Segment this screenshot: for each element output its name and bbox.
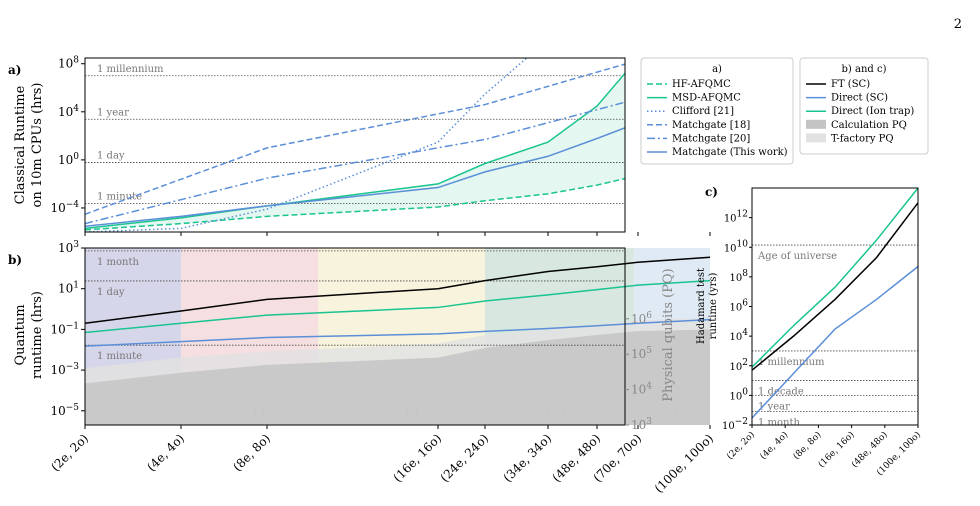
x-tick-label: (8e, 8o) [230,431,273,474]
x-tick-label: (34e, 34o) [500,431,554,485]
y-tick-label: 10−1 [50,321,79,336]
y-tick-label: 10−2 [722,417,748,432]
legend-label: Matchgate (This work) [672,147,788,158]
legend-label: Calculation PQ [831,120,907,131]
legend-label: FT (SC) [831,79,870,90]
x-tick-label: (24e, 24o) [437,431,491,485]
x-tick-label: (4e, 4o) [144,431,187,474]
series-line [85,63,625,215]
legend-box [640,57,794,165]
series-line [84,279,711,334]
panel-a: 1 millennium 1 year 1 day 1 minute 108 104 100… [8,56,711,236]
y-tick-label: 104 [58,104,79,119]
calculation-pq-area [85,329,710,425]
y-tick-label: 10−5 [50,403,79,418]
reference-label: 1 millennium [758,357,825,368]
y-tick-label: 10−3 [50,362,79,377]
reference-label: 1 minute [97,192,142,203]
y-tick-label: 101 [58,281,79,296]
x-tick-label: (8e, 8o) [791,429,823,461]
y-tick-label: 102 [730,358,748,373]
reference-label: 1 year [97,107,129,118]
legend-box [799,57,929,155]
y-tick-label: 103 [58,240,79,255]
axes-frame [84,57,626,233]
y-axis-label: runtime (hrs) [30,291,45,379]
y-tick-label: 10−4 [50,200,79,215]
legends: a) HF-AFQMC MSD-AFQMC Clifford [21] Matchgat… [640,57,929,165]
legend-label: T-factory PQ [831,133,894,144]
series-line [752,188,918,368]
panel-c: Age of universe 1 millennium 1 decade 1 yea… [696,185,923,478]
x-tick-label: (2e, 2o) [725,429,757,461]
x-tick-label: (4e, 4o) [758,429,790,461]
reference-label: 1 decade [758,387,804,398]
y-tick-label: 104 [730,328,749,343]
legend-label: Direct (SC) [831,93,888,104]
right-y-axis-label: Physical qubits (PQ) [661,268,676,401]
legend-label: MSD-AFQMC [672,93,741,104]
series-line [84,256,711,325]
reference-label: 1 millennium [97,64,164,75]
legend-label: HF-AFQMC [672,79,731,90]
y-tick-label: 108 [730,269,749,284]
x-tick-label: (16e, 16o) [390,431,444,485]
y-axis-label: Classical Runtime [13,85,28,204]
legend-swatch [806,119,826,129]
panel-label: b) [8,253,22,267]
series-line [752,265,918,419]
reference-label: 1 minute [97,351,142,362]
y-tick-label: 1010 [724,239,748,254]
panel-label: c) [705,185,718,199]
legend-bc: b) and c) FT (SC) Direct (SC) Direct (Ion t… [799,57,929,155]
y-tick-label: 106 [730,299,749,314]
afqmc-fill-area [85,73,625,230]
legend-label: Matchgate [20] [672,133,750,144]
y-tick-label: 1012 [724,210,748,225]
reference-label: 1 month [97,257,140,268]
legend-label: Clifford [21] [672,106,734,117]
right-y-tick-label: 103 [631,417,652,432]
x-tick-label: (100e, 100o) [652,431,716,495]
reference-label: 1 year [758,401,790,412]
reference-label: 1 month [758,417,801,428]
series-line [85,72,625,230]
legend-title: b) and c) [842,64,887,75]
reference-label: Age of universe [757,251,837,262]
legend-title: a) [712,64,722,75]
y-axis-label: Hadamard test [696,268,707,344]
legend-label: Matchgate [18] [672,120,750,131]
y-tick-label: 100 [58,152,79,167]
x-tick-label: (2e, 2o) [48,431,91,474]
page-number: 2 [954,17,962,32]
y-axis-label: on 10m CPUs (hrs) [30,83,45,208]
series-line [84,318,711,347]
legend-swatch [806,133,826,143]
series-line [85,58,528,232]
legend-a: a) HF-AFQMC MSD-AFQMC Clifford [21] Matchgat… [640,57,794,165]
y-tick-label: 108 [58,56,79,71]
reference-label: 1 day [97,151,125,162]
y-axis-label: Quantum [13,304,28,365]
y-axis-label: runtime (yrs) [708,272,719,339]
series-line [85,177,625,231]
axes-frame [84,247,626,426]
series-line [752,202,918,371]
panel-label: a) [8,63,21,77]
y-tick-label: 100 [730,387,749,402]
series-line [85,127,625,228]
legend-label: Direct (Ion trap) [831,106,914,117]
reference-label: 1 day [97,287,125,298]
